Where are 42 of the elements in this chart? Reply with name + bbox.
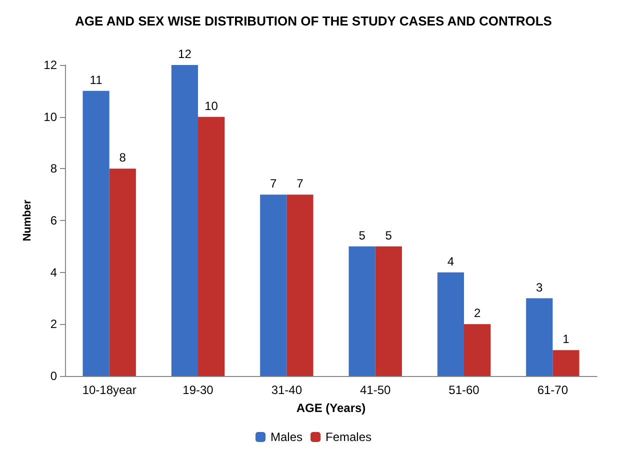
legend-label: Females bbox=[326, 430, 372, 444]
bar bbox=[109, 168, 136, 376]
data-label: 8 bbox=[119, 150, 126, 165]
bar bbox=[286, 194, 314, 376]
data-label: 7 bbox=[296, 176, 304, 191]
data-label: 10 bbox=[204, 98, 218, 113]
x-tick-label: 19-30 bbox=[182, 383, 214, 397]
bar bbox=[526, 298, 553, 376]
data-label: 7 bbox=[270, 176, 278, 191]
data-label: 5 bbox=[385, 228, 392, 242]
data-label: 2 bbox=[474, 306, 481, 320]
y-axis-title: Number bbox=[21, 199, 34, 242]
x-tick-label: 41-50 bbox=[360, 383, 391, 397]
bar bbox=[260, 194, 287, 376]
y-tick-label: 10 bbox=[44, 110, 58, 124]
x-tick-label: 31-40 bbox=[271, 383, 302, 397]
x-tick-label: 51-60 bbox=[448, 383, 480, 397]
data-label: 1 bbox=[562, 332, 570, 346]
y-tick-label: 6 bbox=[50, 214, 58, 228]
bar bbox=[375, 246, 402, 376]
y-tick-label: 8 bbox=[50, 162, 58, 176]
bar bbox=[437, 272, 464, 376]
y-tick-label: 4 bbox=[50, 265, 58, 280]
y-tick-label: 12 bbox=[44, 58, 58, 72]
legend-label: Males bbox=[270, 430, 303, 444]
y-tick-label: 2 bbox=[50, 317, 58, 332]
chart-title: AGE AND SEX WISE DISTRIBUTION OF THE STUDY CASES AND CONTROLS bbox=[75, 14, 552, 28]
data-label: 5 bbox=[358, 228, 366, 242]
data-label: 4 bbox=[447, 254, 454, 268]
bar bbox=[198, 116, 225, 376]
bar bbox=[348, 246, 376, 376]
data-label: 11 bbox=[90, 72, 103, 87]
x-tick-label: 61-70 bbox=[537, 383, 568, 397]
data-label: 3 bbox=[536, 280, 544, 294]
x-axis-title: AGE (Years) bbox=[296, 401, 366, 415]
bar bbox=[171, 65, 198, 376]
bar bbox=[464, 324, 491, 376]
bar bbox=[552, 350, 580, 376]
y-tick-label: 0 bbox=[50, 369, 58, 383]
x-tick-label: 10-18year bbox=[82, 383, 136, 397]
bar bbox=[82, 90, 110, 376]
data-label: 12 bbox=[178, 47, 192, 61]
